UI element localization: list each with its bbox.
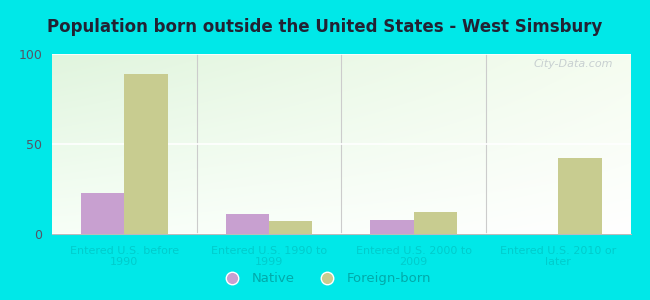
Bar [370,220,413,234]
Text: Population born outside the United States - West Simsbury: Population born outside the United State… [47,18,603,36]
Bar [269,221,312,234]
Bar [413,212,457,234]
Bar [558,158,601,234]
Text: City-Data.com: City-Data.com [534,59,613,69]
Bar [124,74,168,234]
Legend: Native, Foreign-born: Native, Foreign-born [213,267,437,290]
Bar [81,193,124,234]
Bar [226,214,269,234]
